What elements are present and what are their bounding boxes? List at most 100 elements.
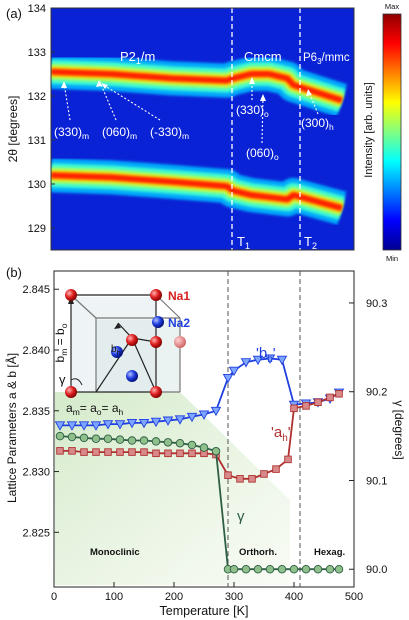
y-tick-label-b: 2.840 (22, 345, 50, 357)
y-tick-label-a: 132 (28, 91, 46, 103)
phase-label-p21m: P21/m (120, 49, 155, 66)
point-gamma (241, 564, 251, 574)
transition-label-t2: T2 (304, 234, 317, 251)
y-tick-label-a: 134 (28, 3, 46, 15)
point-gamma (163, 438, 173, 447)
y2-tick-label: 90.0 (366, 564, 387, 576)
point-gamma (313, 564, 323, 574)
point-ah (164, 449, 172, 458)
point-ah (116, 448, 124, 456)
point-ah (236, 475, 244, 483)
x-tick-label: 500 (345, 591, 363, 603)
point-gamma (325, 564, 335, 574)
transition-label-t1: T1 (237, 234, 250, 251)
inset-label-na1: Na1 (168, 289, 190, 303)
peak-label-060o: (060)o (246, 146, 279, 162)
point-gamma (277, 564, 287, 574)
point-ah (80, 448, 88, 456)
plot-frame-b (53, 270, 355, 588)
point-gamma (103, 434, 113, 444)
region-label-orthorhombic: Orthorh. (239, 547, 277, 558)
heatmap-bands (51, 54, 348, 225)
x-tick-label: 100 (105, 591, 123, 603)
region-label-hexagonal: Hexag. (314, 547, 345, 558)
point-gamma (91, 434, 101, 444)
point-ah (335, 390, 343, 398)
peak-label-060m: (060)m (102, 125, 137, 141)
point-gamma (115, 435, 125, 444)
point-bh (126, 418, 138, 429)
point-bh (102, 420, 114, 430)
y-tick-label-b: 2.845 (22, 284, 50, 296)
point-bh (114, 420, 126, 430)
point-bh (264, 354, 276, 364)
series-label-ah: 'ah' (271, 424, 291, 444)
panel-b-label: (b) (6, 265, 22, 280)
point-bh (54, 421, 66, 431)
monoclinic-region (55, 392, 290, 585)
point-bh (150, 417, 162, 428)
point-gamma (151, 437, 161, 446)
phase-label-p63mmc: P63/mmc (303, 52, 350, 66)
point-bh (174, 415, 186, 425)
point-ah (56, 447, 64, 455)
colorbar-label: Intensity [arb. units] (363, 82, 375, 177)
point-ah (104, 448, 112, 456)
heatmap-frame (50, 7, 355, 251)
point-ah (152, 449, 160, 458)
point-gamma (175, 438, 185, 448)
axis-ticks-b: 0 100 200 300 400 500 2.825 2.830 2.835 2.840 2.84… (22, 284, 387, 603)
point-ah (140, 448, 148, 456)
y-tick-label-a: 130 (28, 179, 46, 191)
point-bh (276, 355, 288, 366)
y-ticks-a: 129 130 131 132 133 134 (28, 3, 55, 235)
point-gamma (79, 433, 89, 443)
y-tick-label-b: 2.835 (22, 406, 50, 418)
point-ah (272, 465, 280, 473)
point-gamma (139, 436, 149, 445)
point-bh (66, 421, 78, 431)
point-ah (68, 447, 76, 455)
inset-label-na2: Na2 (168, 316, 190, 330)
point-gamma (211, 446, 221, 456)
y-tick-label-a: 129 (28, 223, 46, 235)
point-bh (198, 410, 210, 420)
inset-label-bh: bh (111, 344, 121, 357)
point-ah (128, 448, 136, 456)
y-tick-label-a: 133 (28, 47, 46, 59)
inset-label-am: am= ao= ah (66, 401, 124, 417)
y-tick-label-b: 2.825 (22, 527, 50, 539)
x-tick-label: 200 (165, 591, 183, 603)
point-gamma (229, 564, 239, 574)
x-tick-label: 300 (225, 591, 243, 603)
series-label-gamma: γ (237, 508, 245, 525)
point-ah (314, 398, 322, 407)
point-gamma (253, 564, 263, 574)
data-series (54, 354, 345, 574)
point-ah (302, 402, 310, 410)
point-gamma (301, 564, 311, 574)
point-bh (222, 374, 234, 384)
point-bh (228, 366, 240, 377)
inset-structure (65, 289, 186, 398)
x-tick-label: 0 (51, 591, 57, 603)
point-gamma (334, 564, 344, 574)
point-ah (176, 449, 184, 458)
peak-label-330m: (330)m (54, 125, 89, 141)
point-ah (248, 475, 256, 483)
heatmap-band-0-layer-4 (51, 68, 343, 104)
point-bh (210, 406, 222, 417)
colorbar-min-label: Min (386, 254, 398, 263)
region-label-monoclinic: Monoclinic (90, 547, 140, 558)
point-bh (78, 421, 90, 431)
peak-label-330o: (330)o (236, 103, 269, 119)
point-gamma (127, 436, 137, 445)
point-ah (92, 448, 100, 456)
point-gamma (67, 432, 77, 442)
y2-axis-label: γ [degrees] (392, 400, 406, 459)
point-bh (252, 355, 264, 366)
point-gamma (265, 564, 275, 574)
phase-label-cmcm: Cmcm (244, 49, 282, 64)
point-ah (290, 404, 298, 413)
